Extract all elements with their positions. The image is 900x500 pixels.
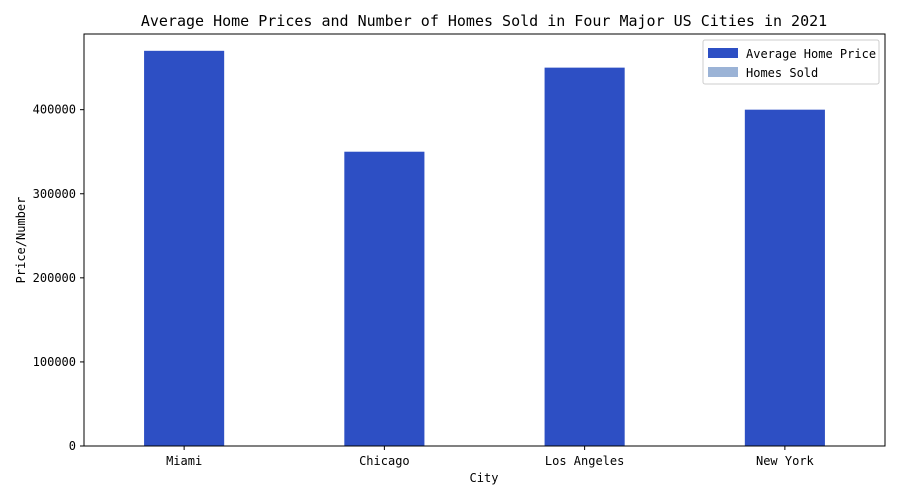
legend: Average Home Price Homes Sold — [702, 39, 880, 85]
y-tick-label: 100000 — [33, 355, 76, 369]
y-tick-label: 200000 — [33, 271, 76, 285]
bar-chicago — [344, 151, 425, 446]
y-tick-label: 400000 — [33, 103, 76, 117]
y-axis-label: Price/Number — [14, 197, 28, 284]
x-tick-label: Chicago — [359, 454, 410, 468]
chart-title: Average Home Prices and Number of Homes … — [141, 12, 827, 30]
legend-swatch — [708, 67, 738, 77]
bar-new-york — [744, 109, 825, 447]
x-axis-label: City — [470, 471, 499, 485]
legend-label: Homes Sold — [746, 66, 818, 80]
y-tick-label: 0 — [69, 439, 76, 453]
x-tick-label: Los Angeles — [545, 454, 624, 468]
legend-label: Average Home Price — [746, 47, 876, 61]
x-tick-label: Miami — [166, 454, 202, 468]
y-tick-label: 300000 — [33, 187, 76, 201]
plot-area: 0 100000 200000 300000 400000 Miami Chicago Los… — [33, 50, 825, 468]
legend-box — [702, 39, 880, 85]
plot-frame — [83, 33, 886, 447]
x-tick-label: New York — [756, 454, 815, 468]
legend-swatch — [708, 48, 738, 58]
bar-los-angeles — [544, 67, 625, 446]
bar-miami — [144, 50, 225, 447]
